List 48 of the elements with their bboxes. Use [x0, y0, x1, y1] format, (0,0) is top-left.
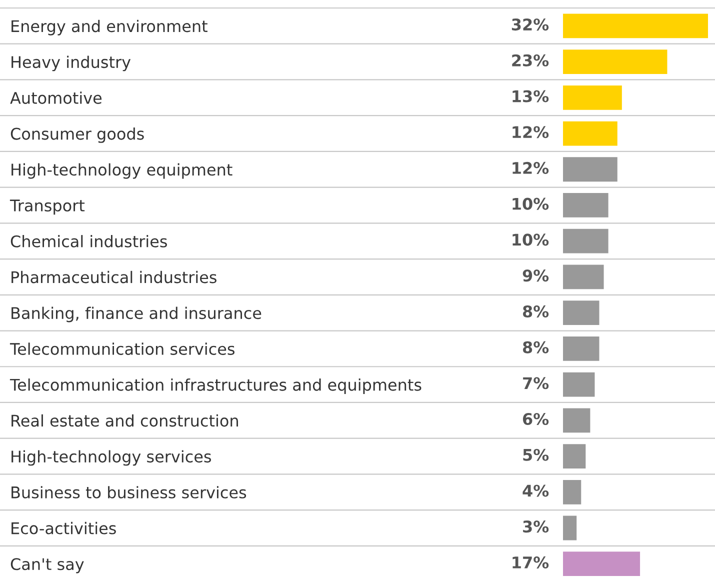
bar [563, 121, 618, 146]
bar [563, 14, 708, 38]
y-tick-label: Pharmaceutical industries [12, 270, 216, 284]
data-label: 4% [522, 484, 549, 497]
y-tick-label: High-technology equipment [12, 163, 232, 179]
data-label: 8% [522, 305, 549, 318]
data-label: 3% [523, 520, 549, 533]
data-label: 8% [522, 341, 549, 354]
y-tick-label: Telecommunication infrastructures and equipments [10, 378, 422, 394]
y-tick-label: Business to business services [12, 486, 246, 498]
y-tick-label: Eco-activities [12, 522, 116, 534]
data-label: 5% [523, 448, 549, 461]
y-tick-label: Heavy industry [12, 56, 131, 72]
data-label: 17% [512, 556, 549, 568]
bar [563, 480, 582, 504]
bar [563, 228, 608, 254]
bar [563, 264, 604, 290]
data-label: 10% [512, 198, 549, 210]
bar [563, 157, 618, 182]
data-label: 7% [523, 377, 549, 390]
bar [563, 516, 577, 540]
y-tick-label: High-technology services [12, 450, 211, 466]
bar [563, 50, 668, 74]
y-tick-label: Telecommunication services [10, 342, 234, 355]
bar [563, 372, 595, 397]
data-label: 32% [512, 18, 549, 31]
data-label: 13% [512, 90, 549, 102]
data-label: 23% [512, 54, 549, 66]
y-tick-label: Automotive [10, 92, 102, 104]
data-label: 6% [522, 412, 549, 426]
bar [563, 408, 590, 433]
bar [563, 444, 586, 468]
y-tick-label: Chemical industries [10, 235, 167, 248]
data-label: 12% [512, 162, 549, 174]
y-tick-label: Consumer goods [10, 127, 144, 143]
bar [563, 300, 600, 326]
y-tick-label: Energy and environment [12, 20, 208, 36]
y-tick-label: Banking, finance and insurance [12, 306, 262, 322]
y-tick-label: Real estate and construction [12, 414, 238, 427]
data-label: 9% [522, 270, 549, 282]
y-tick-label: Can't say [10, 558, 84, 574]
bar [563, 552, 640, 576]
bar [563, 336, 600, 361]
data-label: 10% [512, 234, 549, 246]
bar [563, 193, 608, 218]
bar [563, 85, 622, 110]
y-tick-label: Transport [10, 200, 85, 215]
data-label: 12% [512, 126, 549, 138]
